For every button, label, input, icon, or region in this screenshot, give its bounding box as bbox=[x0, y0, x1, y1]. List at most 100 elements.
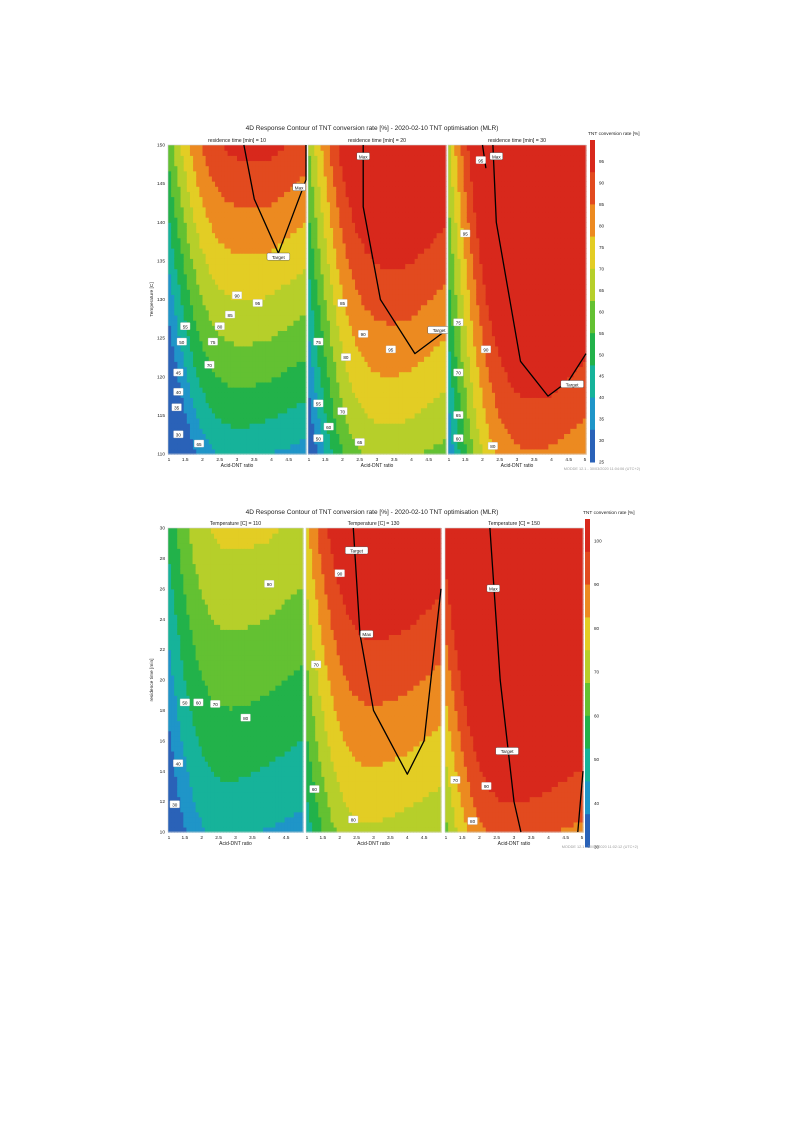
heat-cell bbox=[246, 284, 251, 290]
heat-cell bbox=[302, 407, 307, 414]
heat-cell bbox=[237, 232, 241, 239]
heat-cell bbox=[168, 294, 172, 301]
heat-cell bbox=[317, 356, 322, 362]
heat-cell bbox=[277, 381, 282, 388]
heat-cell bbox=[258, 289, 263, 295]
heat-cell bbox=[333, 417, 337, 424]
heat-cell bbox=[202, 258, 207, 265]
heat-cell bbox=[287, 381, 291, 388]
heat-cell bbox=[420, 165, 425, 172]
heat-cell bbox=[255, 397, 260, 404]
heat-cell bbox=[246, 330, 251, 337]
heat-cell bbox=[402, 206, 406, 213]
heat-cell bbox=[417, 335, 422, 342]
heat-cell bbox=[342, 155, 347, 162]
heat-cell bbox=[405, 170, 409, 177]
heat-cell bbox=[380, 150, 384, 156]
heat-cell bbox=[202, 402, 207, 409]
heat-cell bbox=[302, 242, 307, 249]
heat-cell bbox=[243, 428, 248, 434]
heat-cell bbox=[405, 387, 409, 393]
heat-cell bbox=[265, 165, 269, 172]
heat-cell bbox=[392, 253, 397, 259]
heat-cell bbox=[345, 340, 350, 347]
heat-cell bbox=[373, 155, 378, 162]
heat-cell bbox=[262, 299, 266, 306]
heat-cell bbox=[284, 417, 288, 424]
heat-cell bbox=[323, 340, 328, 347]
heat-cell bbox=[252, 227, 257, 234]
heat-cell bbox=[287, 186, 291, 192]
heat-cell bbox=[389, 356, 394, 362]
heat-cell bbox=[208, 320, 213, 326]
heat-cell bbox=[348, 201, 353, 208]
heat-cell bbox=[252, 258, 257, 265]
heat-cell bbox=[417, 412, 422, 419]
heat-cell bbox=[227, 155, 232, 162]
heat-cell bbox=[427, 356, 431, 362]
heat-cell bbox=[186, 340, 191, 347]
heat-cell bbox=[361, 387, 366, 393]
heat-cell bbox=[221, 232, 226, 239]
heat-cell bbox=[355, 217, 359, 223]
heat-cell bbox=[211, 170, 216, 177]
heat-cell bbox=[296, 165, 301, 172]
heat-cell bbox=[193, 206, 197, 213]
heat-cell bbox=[240, 191, 244, 198]
heat-cell bbox=[284, 366, 288, 373]
heat-cell bbox=[405, 186, 409, 192]
heat-cell bbox=[280, 232, 285, 239]
heat-cell bbox=[296, 268, 301, 275]
heat-cell bbox=[284, 263, 288, 270]
heat-cell bbox=[402, 237, 406, 244]
heat-cell bbox=[224, 191, 229, 198]
heat-cell bbox=[171, 443, 175, 450]
heat-cell bbox=[323, 248, 328, 254]
heat-cell bbox=[227, 242, 232, 249]
heat-cell bbox=[277, 335, 282, 342]
heat-cell bbox=[174, 304, 179, 311]
heat-cell bbox=[262, 227, 266, 234]
heat-cell bbox=[262, 155, 266, 162]
heat-cell bbox=[186, 145, 191, 151]
heat-cell bbox=[355, 181, 359, 187]
heat-cell bbox=[293, 237, 298, 244]
heat-cell bbox=[311, 175, 315, 182]
heat-cell bbox=[171, 330, 175, 337]
heat-cell bbox=[262, 330, 266, 337]
heat-cell bbox=[389, 232, 394, 239]
heat-cell bbox=[277, 160, 282, 167]
heat-cell bbox=[373, 304, 378, 311]
heat-cell bbox=[342, 232, 347, 239]
heat-cell bbox=[392, 273, 397, 280]
heat-cell bbox=[329, 299, 334, 306]
heat-cell bbox=[211, 273, 216, 280]
heat-cell bbox=[402, 217, 406, 223]
heat-cell bbox=[386, 325, 391, 331]
heat-cell bbox=[361, 278, 366, 285]
heat-cell bbox=[380, 381, 384, 388]
heat-cell bbox=[287, 407, 291, 414]
heat-cell bbox=[193, 268, 197, 275]
heat-cell bbox=[183, 145, 188, 151]
heat-cell bbox=[280, 160, 285, 167]
heat-cell bbox=[395, 428, 400, 434]
heat-cell bbox=[199, 345, 204, 352]
heat-cell bbox=[389, 335, 394, 342]
heat-cell bbox=[323, 155, 328, 162]
heat-cell bbox=[424, 320, 428, 326]
heat-cell bbox=[364, 443, 369, 450]
heat-cell bbox=[414, 263, 419, 270]
heat-cell bbox=[299, 366, 304, 373]
heat-cell bbox=[284, 438, 288, 445]
heat-cell bbox=[268, 433, 273, 440]
heat-cell bbox=[296, 330, 301, 337]
heat-cell bbox=[249, 165, 254, 172]
heat-cell bbox=[358, 402, 362, 409]
heat-cell bbox=[252, 428, 257, 434]
heat-cell bbox=[221, 278, 226, 285]
heat-cell bbox=[392, 304, 397, 311]
heat-cell bbox=[345, 191, 350, 198]
heat-cell bbox=[373, 448, 378, 455]
heat-cell bbox=[237, 366, 241, 373]
